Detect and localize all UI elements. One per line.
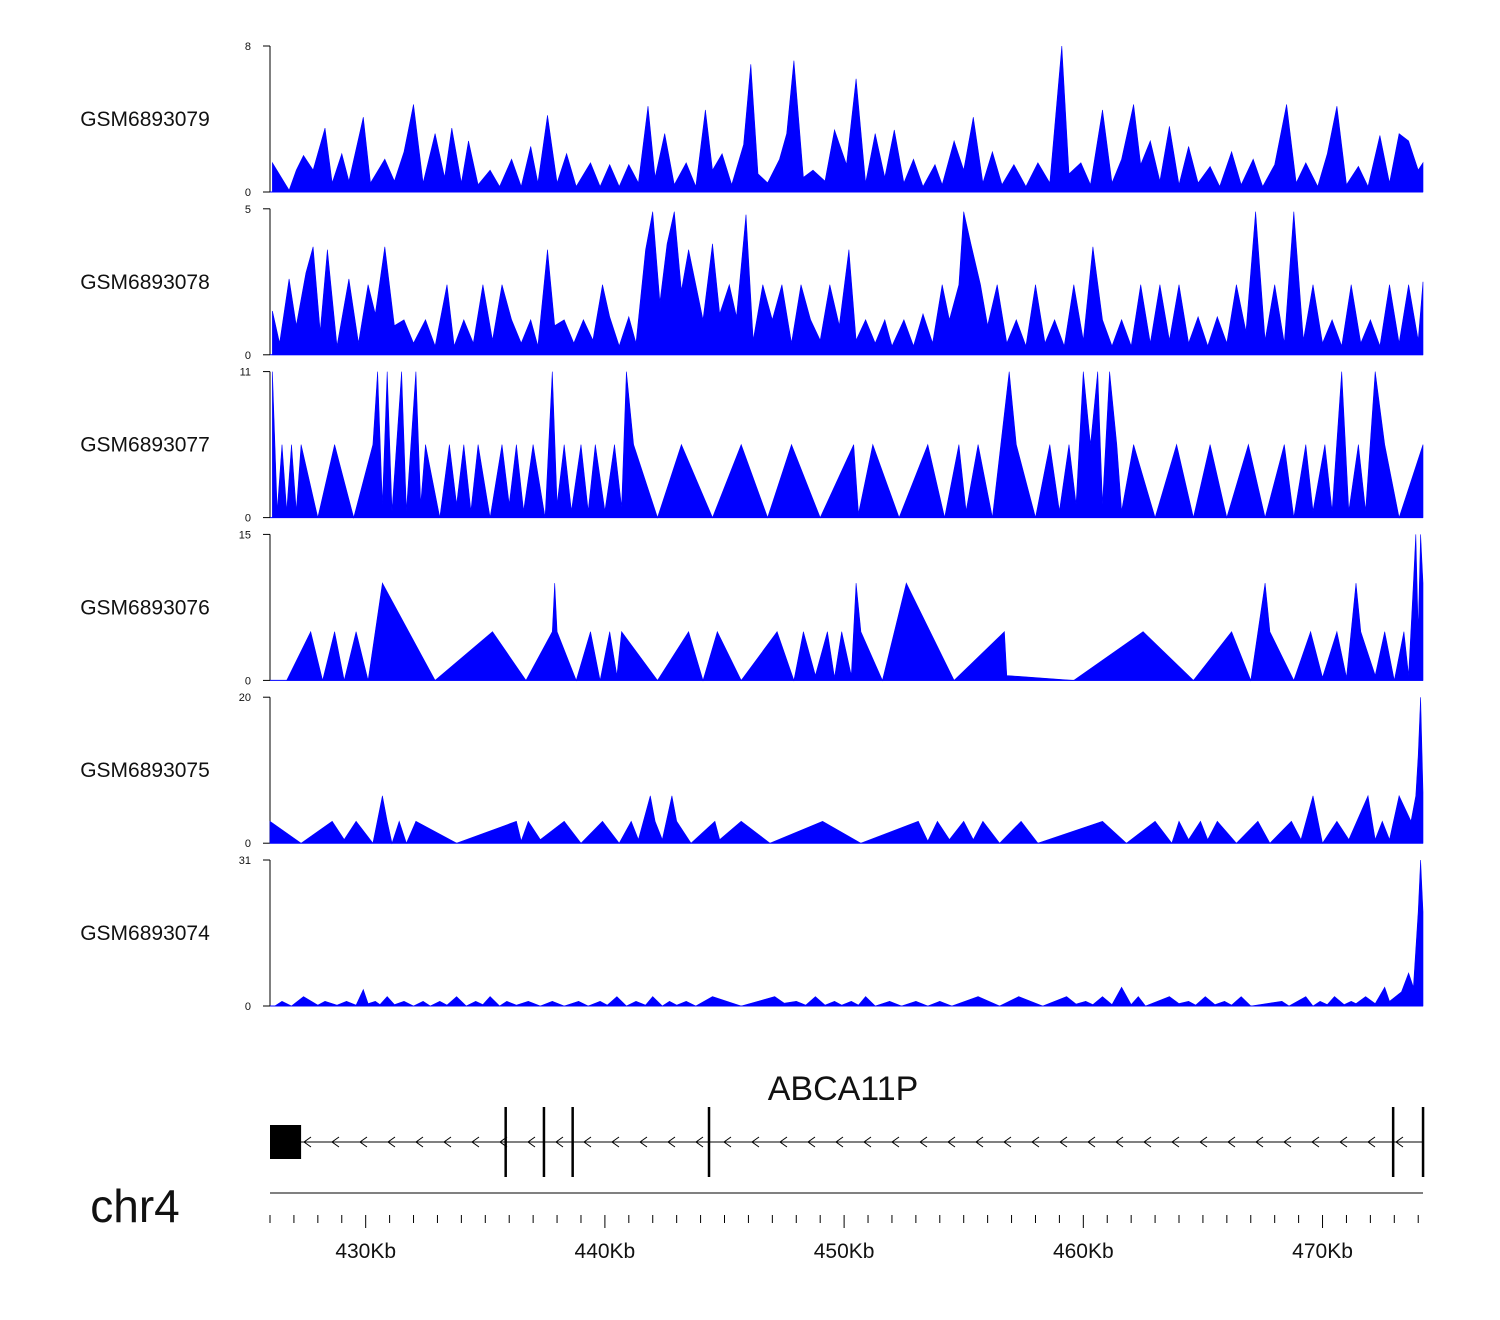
axis-tick-label: 430Kb bbox=[335, 1240, 396, 1263]
strand-arrow bbox=[975, 1136, 984, 1148]
strand-arrow bbox=[1003, 1136, 1012, 1148]
strand-arrow bbox=[1227, 1136, 1236, 1148]
track-GSM6893079: GSM6893079 8 0 bbox=[80, 41, 1424, 199]
strand-arrow bbox=[639, 1136, 648, 1148]
y-axis-min-label: 0 bbox=[245, 838, 251, 850]
strand-arrow bbox=[779, 1136, 788, 1148]
coverage-area bbox=[269, 697, 1424, 845]
strand-arrow bbox=[331, 1136, 340, 1148]
coverage-area bbox=[272, 211, 1424, 356]
strand-arrow bbox=[583, 1136, 592, 1148]
coverage-area bbox=[273, 859, 1424, 1007]
strand-arrow bbox=[695, 1136, 704, 1148]
strand-arrow bbox=[1031, 1136, 1040, 1148]
y-axis-min-label: 0 bbox=[245, 1001, 251, 1013]
strand-arrow bbox=[1283, 1136, 1292, 1148]
strand-arrow bbox=[527, 1136, 536, 1148]
strand-arrow bbox=[1367, 1136, 1376, 1148]
coverage-area bbox=[286, 534, 1424, 682]
y-axis-max-label: 8 bbox=[245, 41, 251, 53]
strand-arrow bbox=[1087, 1136, 1096, 1148]
strand-arrow bbox=[359, 1136, 368, 1148]
strand-arrow bbox=[471, 1136, 480, 1148]
strand-arrow bbox=[919, 1136, 928, 1148]
strand-arrow bbox=[555, 1136, 564, 1148]
track-GSM6893074: GSM6893074 31 0 bbox=[80, 855, 1424, 1013]
exon-block bbox=[504, 1107, 507, 1177]
axis-tick-label: 450Kb bbox=[814, 1240, 875, 1263]
track-GSM6893076: GSM6893076 15 0 bbox=[80, 529, 1424, 687]
track-label: GSM6893075 bbox=[80, 759, 210, 782]
strand-arrow bbox=[1395, 1136, 1404, 1148]
strand-arrow bbox=[443, 1136, 452, 1148]
strand-arrow bbox=[387, 1136, 396, 1148]
strand-arrow bbox=[1143, 1136, 1152, 1148]
exon-block bbox=[571, 1107, 574, 1177]
strand-arrow bbox=[1115, 1136, 1124, 1148]
strand-arrow bbox=[1199, 1136, 1208, 1148]
y-axis-max-label: 5 bbox=[245, 204, 251, 216]
exon-block bbox=[542, 1107, 546, 1177]
y-axis-max-label: 31 bbox=[239, 855, 251, 867]
gene-track: ABCA11P bbox=[270, 1070, 1425, 1177]
track-GSM6893078: GSM6893078 5 0 bbox=[80, 204, 1424, 362]
track-label: GSM6893078 bbox=[80, 271, 210, 294]
axis-tick-label: 440Kb bbox=[575, 1240, 636, 1263]
strand-arrow bbox=[947, 1136, 956, 1148]
exon-block bbox=[707, 1107, 711, 1177]
track-GSM6893077: GSM6893077 11 0 bbox=[80, 367, 1424, 525]
y-axis-max-label: 11 bbox=[240, 367, 251, 379]
chromosome-label: chr4 bbox=[90, 1180, 179, 1232]
exon-block bbox=[1391, 1107, 1395, 1177]
coverage-area bbox=[272, 45, 1424, 193]
strand-arrow bbox=[667, 1136, 676, 1148]
exon-block bbox=[1421, 1107, 1425, 1177]
strand-arrow bbox=[723, 1136, 732, 1148]
y-axis-max-label: 15 bbox=[239, 529, 251, 541]
strand-arrow bbox=[751, 1136, 760, 1148]
coverage-area bbox=[272, 371, 1424, 519]
y-axis-min-label: 0 bbox=[245, 350, 251, 362]
axis-tick-label: 470Kb bbox=[1292, 1240, 1353, 1263]
gene-name-label: ABCA11P bbox=[768, 1070, 919, 1108]
track-label: GSM6893076 bbox=[80, 596, 210, 619]
strand-arrow bbox=[415, 1136, 424, 1148]
track-GSM6893075: GSM6893075 20 0 bbox=[80, 692, 1424, 850]
axis-tick-label: 460Kb bbox=[1053, 1240, 1114, 1263]
track-label: GSM6893074 bbox=[80, 922, 210, 945]
track-label: GSM6893077 bbox=[80, 434, 210, 457]
coverage-tracks: GSM689307980GSM689307850GSM6893077110GSM… bbox=[80, 41, 1424, 1013]
genomic-axis: chr4 430Kb 440Kb 450Kb 460Kb 470Kb bbox=[90, 1180, 1423, 1263]
track-label: GSM6893079 bbox=[80, 108, 210, 131]
strand-arrow bbox=[1171, 1136, 1180, 1148]
strand-arrow bbox=[1311, 1136, 1320, 1148]
y-axis-max-label: 20 bbox=[239, 692, 251, 704]
strand-arrow bbox=[891, 1136, 900, 1148]
strand-arrow bbox=[611, 1136, 620, 1148]
strand-arrow bbox=[1059, 1136, 1068, 1148]
strand-arrow bbox=[863, 1136, 872, 1148]
strand-arrow bbox=[835, 1136, 844, 1148]
y-axis-min-label: 0 bbox=[245, 675, 251, 687]
strand-arrow bbox=[1255, 1136, 1264, 1148]
exon-block bbox=[270, 1125, 302, 1159]
strand-arrow bbox=[303, 1136, 312, 1148]
strand-arrow bbox=[1339, 1136, 1348, 1148]
y-axis-min-label: 0 bbox=[245, 187, 251, 199]
strand-arrow bbox=[807, 1136, 816, 1148]
y-axis-min-label: 0 bbox=[245, 513, 251, 525]
